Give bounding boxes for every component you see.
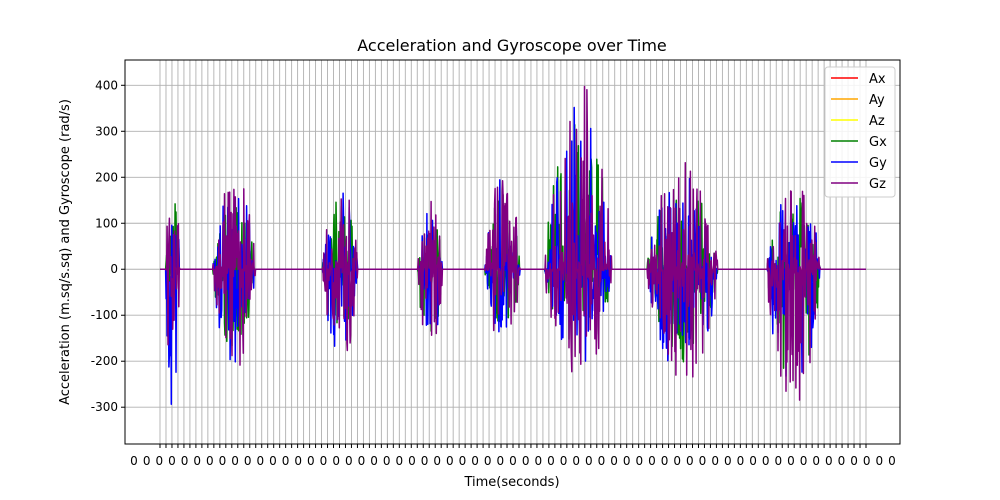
legend-label-gy: Gy	[869, 156, 887, 171]
x-tick-label: 0	[395, 454, 403, 468]
x-tick-label: 0	[825, 454, 833, 468]
x-tick-label: 0	[282, 454, 290, 468]
x-tick-label: 0	[749, 454, 757, 468]
x-tick-label: 0	[699, 454, 707, 468]
x-tick-label: 0	[636, 454, 644, 468]
legend-label-ay: Ay	[869, 93, 885, 108]
x-tick-label: 0	[345, 454, 353, 468]
x-tick-label: 0	[509, 454, 517, 468]
x-tick-label: 0	[383, 454, 391, 468]
x-tick-label: 0	[307, 454, 315, 468]
x-tick-label: 0	[219, 454, 227, 468]
x-tick-label: 0	[585, 454, 593, 468]
y-tick-label: 100	[95, 216, 118, 230]
chart-title: Acceleration and Gyroscope over Time	[357, 36, 667, 55]
x-tick-label: 0	[661, 454, 669, 468]
x-tick-label: 0	[800, 454, 808, 468]
x-tick-label: 0	[497, 454, 505, 468]
x-tick-label: 0	[181, 454, 189, 468]
x-tick-label: 0	[358, 454, 366, 468]
x-tick-label: 0	[408, 454, 416, 468]
x-tick-label: 0	[876, 454, 884, 468]
x-tick-label: 0	[888, 454, 896, 468]
x-tick-label: 0	[370, 454, 378, 468]
y-tick-label: 0	[110, 262, 118, 276]
y-tick-label: -100	[91, 308, 118, 322]
x-tick-label: 0	[812, 454, 820, 468]
x-tick-label: 0	[143, 454, 151, 468]
x-tick-label: 0	[673, 454, 681, 468]
x-tick-label: 0	[547, 454, 555, 468]
x-tick-label: 0	[522, 454, 530, 468]
x-tick-label: 0	[598, 454, 606, 468]
x-tick-label: 0	[421, 454, 429, 468]
x-tick-label: 0	[168, 454, 176, 468]
x-tick-label: 0	[863, 454, 871, 468]
x-tick-label: 0	[269, 454, 277, 468]
x-tick-label: 0	[130, 454, 138, 468]
x-tick-label: 0	[244, 454, 252, 468]
x-tick-label: 0	[724, 454, 732, 468]
x-tick-label: 0	[787, 454, 795, 468]
y-tick-label: -200	[91, 354, 118, 368]
x-tick-label: 0	[686, 454, 694, 468]
x-tick-label: 0	[231, 454, 239, 468]
x-tick-label: 0	[648, 454, 656, 468]
x-tick-label: 0	[193, 454, 201, 468]
x-tick-label: 0	[484, 454, 492, 468]
x-tick-label: 0	[762, 454, 770, 468]
x-tick-label: 0	[320, 454, 328, 468]
x-tick-label: 0	[206, 454, 214, 468]
y-axis-label: Acceleration (m.sq/s.sq) and Gyroscope (…	[58, 99, 73, 405]
x-tick-label: 0	[560, 454, 568, 468]
y-tick-label: 200	[95, 170, 118, 184]
series-line-gz	[159, 85, 867, 401]
x-axis-label: Time(seconds)	[463, 475, 559, 490]
x-tick-label: 0	[711, 454, 719, 468]
y-tick-label: -300	[91, 400, 118, 414]
x-tick-label: 0	[459, 454, 467, 468]
x-tick-label: 0	[623, 454, 631, 468]
x-tick-label: 0	[534, 454, 542, 468]
x-tick-label: 0	[155, 454, 163, 468]
y-tick-label: 400	[95, 78, 118, 92]
x-tick-label: 0	[433, 454, 441, 468]
x-tick-label: 0	[446, 454, 454, 468]
x-tick-label: 0	[572, 454, 580, 468]
x-tick-label: 0	[257, 454, 265, 468]
x-tick-label: 0	[737, 454, 745, 468]
x-tick-label: 0	[774, 454, 782, 468]
series-layer	[159, 85, 867, 406]
y-tick-label: 300	[95, 124, 118, 138]
x-tick-label: 0	[850, 454, 858, 468]
x-tick-label: 0	[332, 454, 340, 468]
legend-label-gz: Gz	[869, 177, 886, 192]
legend: Ax Ay Az Gx Gy Gz	[824, 66, 896, 198]
x-tick-label: 0	[838, 454, 846, 468]
legend-label-az: Az	[869, 114, 885, 129]
x-tick-label: 0	[610, 454, 618, 468]
y-ticks: -300 -200 -100 0 100 200 300 400	[91, 78, 125, 414]
x-tick-label: 0	[471, 454, 479, 468]
legend-label-gx: Gx	[869, 135, 887, 150]
x-tick-label: 0	[294, 454, 302, 468]
legend-label-ax: Ax	[869, 72, 886, 87]
